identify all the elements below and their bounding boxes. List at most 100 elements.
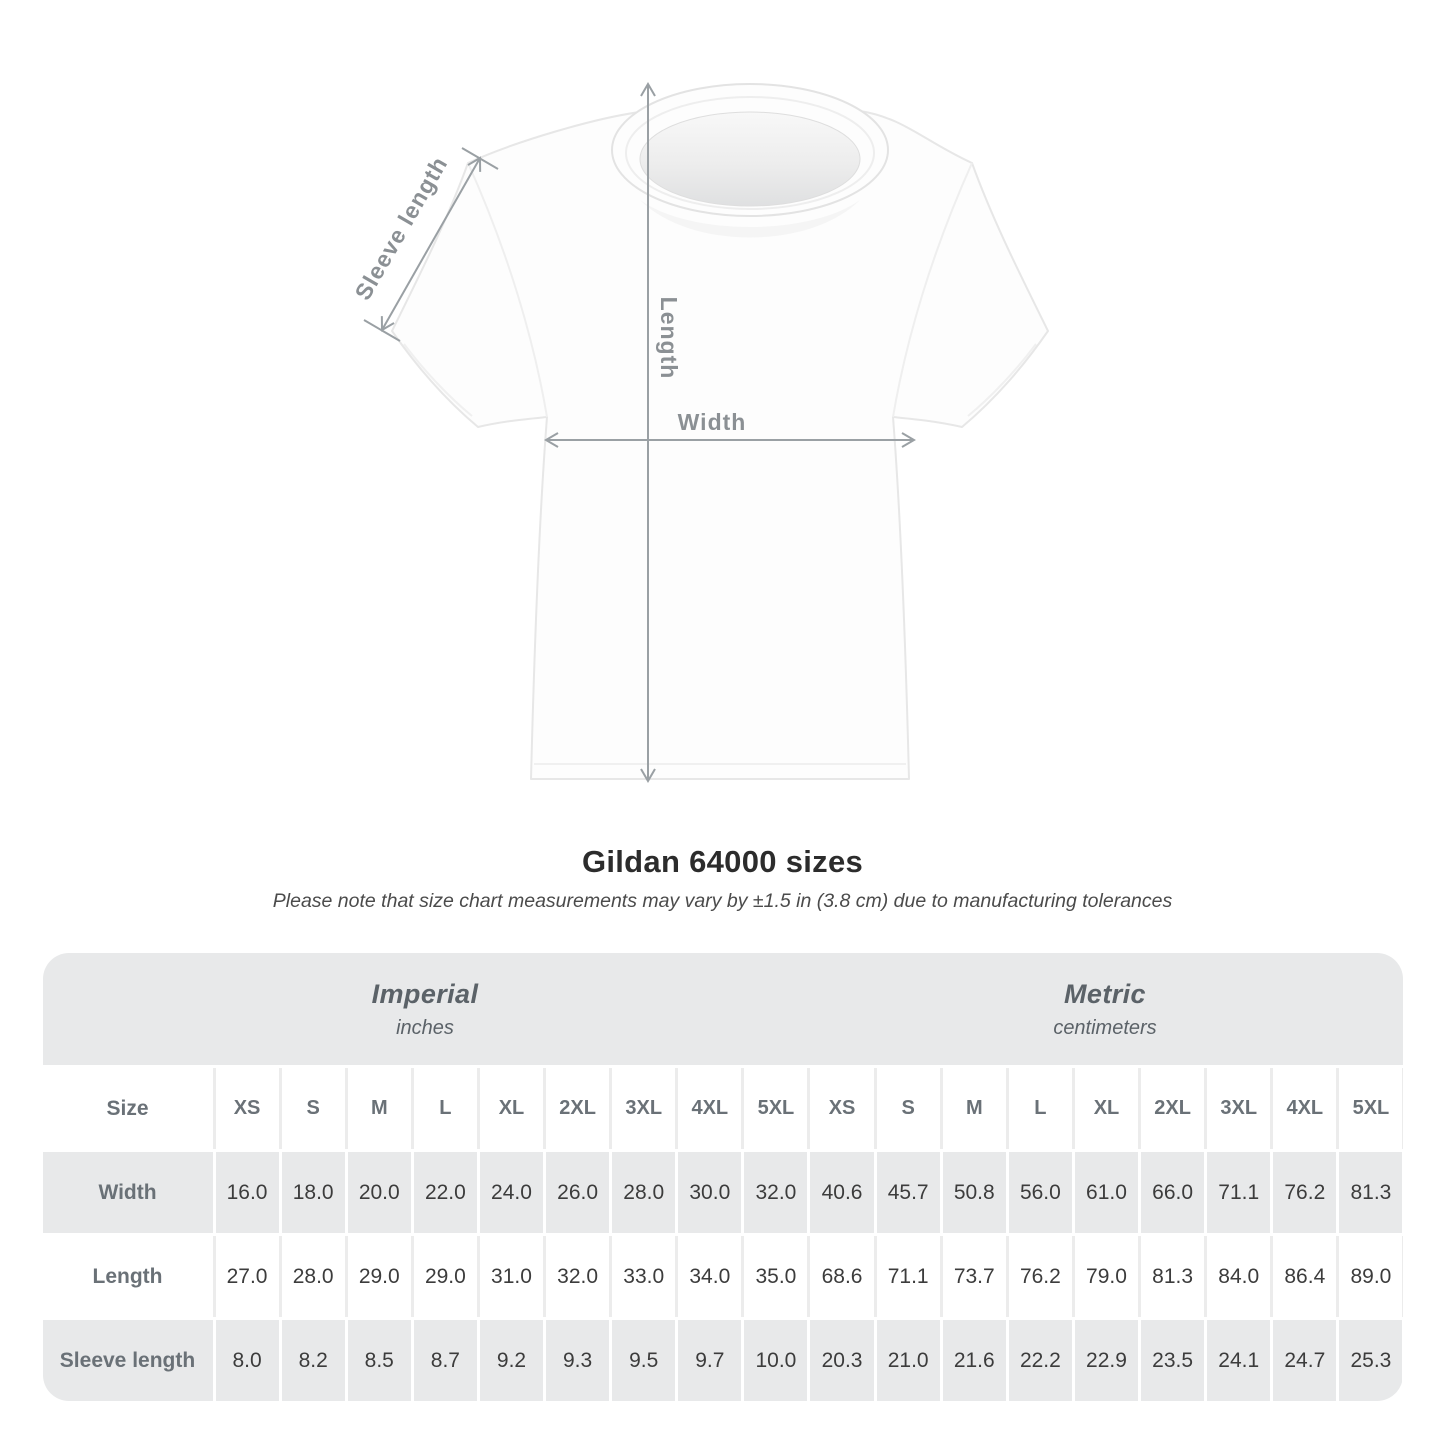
value-cell: 76.2 [1273, 1152, 1337, 1233]
size-header-cell: L [413, 1068, 477, 1149]
value-cell: 73.7 [942, 1236, 1006, 1317]
size-header-cell: 5XL [1339, 1068, 1403, 1149]
value-cell: 10.0 [744, 1320, 808, 1401]
size-header-cell: L [1008, 1068, 1072, 1149]
value-cell: 9.2 [479, 1320, 544, 1401]
value-cell: 50.8 [942, 1152, 1006, 1233]
right-sleeve-seam [892, 162, 973, 418]
row-label-cell: Width [42, 1152, 213, 1233]
length-label: Length [656, 297, 682, 380]
size-header-cell: XL [1074, 1068, 1139, 1149]
value-cell: 20.3 [810, 1320, 874, 1401]
value-cell: 61.0 [1074, 1152, 1139, 1233]
value-cell: 71.1 [876, 1236, 940, 1317]
size-header-row: Size XS S M L XL 2XL 3XL 4XL 5XL XS S M L XL 2XL 3XL 4XL… [42, 1068, 1403, 1149]
size-header-cell: 2XL [1141, 1068, 1205, 1149]
metric-header-group: Metric centimeters [808, 979, 1403, 1040]
table-row: Sleeve length 8.0 8.2 8.5 8.7 9.2 9.3 9.5 9.7 10.… [42, 1320, 1403, 1401]
value-cell: 79.0 [1074, 1236, 1139, 1317]
value-cell: 22.9 [1074, 1320, 1139, 1401]
value-cell: 33.0 [612, 1236, 676, 1317]
value-cell: 27.0 [215, 1236, 279, 1317]
value-cell: 8.5 [347, 1320, 411, 1401]
value-cell: 68.6 [810, 1236, 874, 1317]
value-cell: 22.2 [1008, 1320, 1072, 1401]
value-cell: 56.0 [1008, 1152, 1072, 1233]
value-cell: 71.1 [1207, 1152, 1271, 1233]
value-cell: 8.7 [413, 1320, 477, 1401]
size-header-cell: S [281, 1068, 345, 1149]
value-cell: 89.0 [1339, 1236, 1403, 1317]
row-label-cell: Sleeve length [42, 1320, 213, 1401]
value-cell: 24.1 [1207, 1320, 1271, 1401]
size-header-cell: 3XL [1207, 1068, 1271, 1149]
value-cell: 30.0 [678, 1152, 742, 1233]
imperial-unit: inches [396, 1016, 454, 1039]
value-cell: 32.0 [546, 1236, 610, 1317]
value-cell: 24.0 [479, 1152, 544, 1233]
value-cell: 34.0 [678, 1236, 742, 1317]
value-cell: 18.0 [281, 1152, 345, 1233]
value-cell: 76.2 [1008, 1236, 1072, 1317]
value-cell: 84.0 [1207, 1236, 1271, 1317]
under-collar-shade [640, 200, 860, 238]
value-cell: 45.7 [876, 1152, 940, 1233]
value-cell: 28.0 [612, 1152, 676, 1233]
size-header-cell: M [942, 1068, 1006, 1149]
size-header-cell: 2XL [546, 1068, 610, 1149]
value-cell: 66.0 [1141, 1152, 1205, 1233]
value-cell: 22.0 [413, 1152, 477, 1233]
value-cell: 86.4 [1273, 1236, 1337, 1317]
value-cell: 81.3 [1339, 1152, 1403, 1233]
value-cell: 35.0 [744, 1236, 808, 1317]
right-cuff-stitch [967, 343, 1037, 417]
sleeve-extension-tick [363, 319, 401, 342]
value-cell: 28.0 [281, 1236, 345, 1317]
sleeve-extension-tick [461, 147, 499, 170]
page-title: Gildan 64000 sizes [581, 844, 864, 879]
size-table: Imperial inches Metric centimeters Size … [42, 953, 1403, 1401]
value-cell: 24.7 [1273, 1320, 1337, 1401]
tshirt-photo: Width Length Sleeve length [349, 82, 1049, 783]
measurement-annotations [363, 82, 916, 783]
size-column-header: Size [42, 1068, 213, 1149]
size-header-cell: M [347, 1068, 411, 1149]
value-cell: 9.7 [678, 1320, 742, 1401]
value-cell: 9.3 [546, 1320, 610, 1401]
value-cell: 8.0 [215, 1320, 279, 1401]
collar-stitch [625, 96, 875, 210]
value-cell: 16.0 [215, 1152, 279, 1233]
tshirt-diagram: Width Length Sleeve length [349, 82, 1049, 783]
size-header-cell: 3XL [612, 1068, 676, 1149]
size-header-cell: XS [810, 1068, 874, 1149]
size-header-cell: 4XL [1273, 1068, 1337, 1149]
value-cell: 21.0 [876, 1320, 940, 1401]
value-cell: 29.0 [413, 1236, 477, 1317]
tolerance-note: Please note that size chart measurements… [272, 890, 1173, 912]
metric-unit: centimeters [1053, 1016, 1157, 1039]
value-cell: 8.2 [281, 1320, 345, 1401]
value-cell: 21.6 [942, 1320, 1006, 1401]
imperial-header-group: Imperial inches [43, 979, 808, 1040]
size-header-cell: XS [215, 1068, 279, 1149]
row-label-cell: Length [42, 1236, 213, 1317]
value-cell: 25.3 [1339, 1320, 1403, 1401]
value-cell: 40.6 [810, 1152, 874, 1233]
value-cell: 9.5 [612, 1320, 676, 1401]
value-cell: 31.0 [479, 1236, 544, 1317]
sleeve-dimension-line [380, 156, 482, 332]
metric-header: Metric [1064, 978, 1146, 1009]
size-header-cell: S [876, 1068, 940, 1149]
value-cell: 26.0 [546, 1152, 610, 1233]
table-row: Length 27.0 28.0 29.0 29.0 31.0 32.0 33.0 34.0 35… [42, 1236, 1403, 1317]
value-cell: 29.0 [347, 1236, 411, 1317]
width-label: Width [678, 409, 747, 435]
value-cell: 23.5 [1141, 1320, 1205, 1401]
value-cell: 81.3 [1141, 1236, 1205, 1317]
left-sleeve-seam [467, 162, 548, 418]
neck-opening [639, 111, 861, 207]
value-cell: 32.0 [744, 1152, 808, 1233]
size-header-cell: 5XL [744, 1068, 808, 1149]
units-header-band: Imperial inches Metric centimeters [42, 953, 1403, 1065]
left-cuff-stitch [403, 343, 473, 417]
